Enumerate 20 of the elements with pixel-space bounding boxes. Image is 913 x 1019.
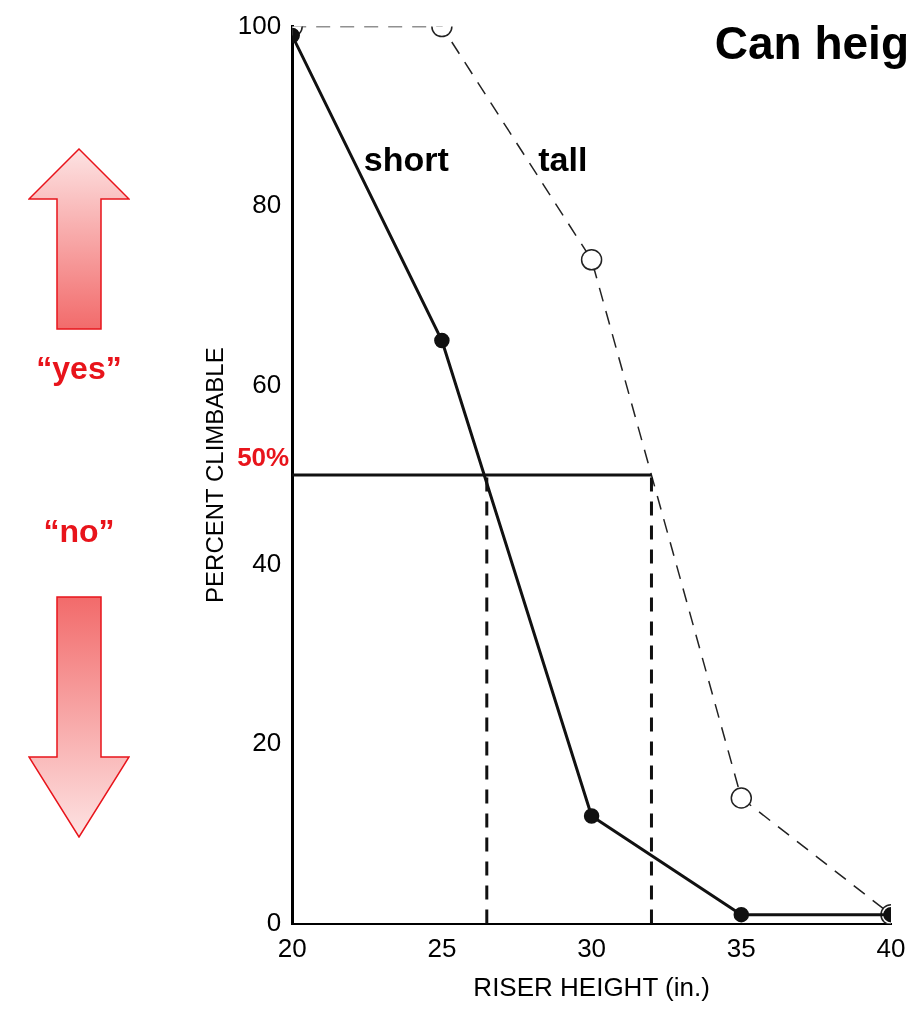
text: “no” (42, 513, 116, 550)
y-tick-label: 80 (252, 189, 282, 220)
chart-title: Can heig (714, 16, 909, 69)
ref-line-label: 50% (237, 442, 290, 473)
series-label: tall (538, 139, 588, 178)
y-tick-label: 60 (252, 368, 282, 399)
y-tick-label: 20 (252, 727, 282, 758)
point (580, 249, 603, 271)
series-label: short (363, 139, 449, 178)
point (583, 808, 600, 824)
x-tick-label: 40 (876, 933, 906, 964)
x-tick-label: 35 (726, 933, 756, 964)
point (434, 332, 450, 349)
x-tick-label: 30 (577, 933, 607, 964)
y-tick-label: 100 (237, 9, 282, 40)
text: “yes” (35, 350, 123, 387)
x-tick-label: 25 (427, 933, 457, 964)
y-axis-title: PERCENT CLIMBABLE (201, 347, 229, 603)
x-axis-title: RISER HEIGHT (in.) (473, 971, 710, 1002)
y-tick-label: 40 (252, 547, 282, 578)
